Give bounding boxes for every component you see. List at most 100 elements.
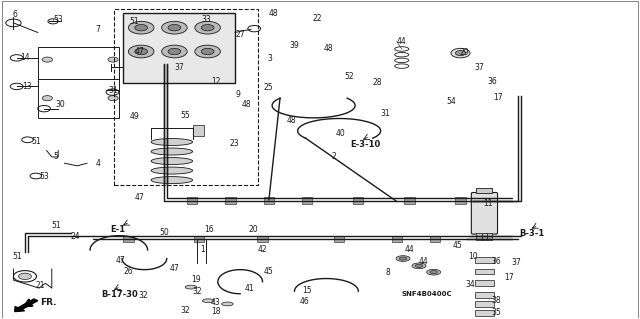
- Text: 17: 17: [493, 93, 503, 102]
- Text: 48: 48: [242, 100, 252, 109]
- Text: 33: 33: [202, 15, 212, 24]
- Text: 14: 14: [20, 53, 29, 62]
- Text: 23: 23: [229, 139, 239, 148]
- Text: 3: 3: [268, 54, 273, 63]
- Text: 15: 15: [302, 286, 312, 295]
- Bar: [264, 197, 274, 204]
- Text: 24: 24: [71, 232, 81, 241]
- Circle shape: [108, 57, 118, 62]
- Circle shape: [456, 50, 466, 56]
- Bar: [456, 197, 466, 204]
- Circle shape: [19, 273, 31, 279]
- Text: 50: 50: [159, 228, 169, 237]
- Ellipse shape: [430, 271, 438, 274]
- Text: 53: 53: [39, 173, 49, 182]
- Text: 13: 13: [22, 82, 32, 91]
- Text: 18: 18: [211, 307, 221, 316]
- Bar: [404, 197, 415, 204]
- Ellipse shape: [399, 257, 407, 260]
- Circle shape: [42, 57, 52, 62]
- Text: 48: 48: [323, 44, 333, 54]
- Bar: [475, 280, 493, 286]
- Ellipse shape: [202, 299, 214, 303]
- Text: 11: 11: [483, 199, 492, 208]
- Text: E-1: E-1: [111, 226, 125, 234]
- Bar: [302, 197, 312, 204]
- Text: SNF4B0400C: SNF4B0400C: [402, 292, 452, 297]
- Text: 32: 32: [180, 306, 191, 315]
- Text: 43: 43: [210, 299, 220, 308]
- Text: 54: 54: [447, 97, 456, 106]
- Bar: [193, 124, 204, 136]
- Bar: [353, 197, 364, 204]
- Text: 2: 2: [332, 152, 336, 161]
- Circle shape: [168, 25, 180, 31]
- Text: 34: 34: [466, 280, 476, 289]
- Ellipse shape: [396, 256, 410, 261]
- Circle shape: [135, 48, 148, 55]
- Bar: [334, 236, 344, 242]
- Bar: [225, 197, 236, 204]
- Text: 21: 21: [36, 281, 45, 290]
- Text: 16: 16: [204, 226, 213, 234]
- Circle shape: [129, 45, 154, 58]
- Text: 37: 37: [174, 63, 184, 72]
- Text: B-17-30: B-17-30: [102, 290, 138, 299]
- Bar: [475, 269, 493, 274]
- Text: 37: 37: [511, 258, 522, 267]
- Text: 46: 46: [300, 297, 309, 306]
- Circle shape: [451, 48, 470, 58]
- Circle shape: [162, 45, 187, 58]
- Text: 37: 37: [474, 63, 484, 72]
- Bar: [475, 257, 493, 263]
- Text: 32: 32: [138, 291, 148, 300]
- Bar: [187, 197, 197, 204]
- FancyBboxPatch shape: [471, 192, 497, 234]
- Bar: [392, 236, 402, 242]
- Ellipse shape: [151, 177, 193, 184]
- FancyBboxPatch shape: [124, 13, 235, 83]
- Ellipse shape: [151, 158, 193, 165]
- Text: 51: 51: [31, 137, 41, 146]
- Text: 25: 25: [264, 83, 273, 92]
- Text: E-3-10: E-3-10: [351, 140, 381, 149]
- FancyArrow shape: [15, 299, 38, 312]
- Ellipse shape: [427, 269, 441, 275]
- Text: 47: 47: [135, 193, 145, 202]
- Text: 10: 10: [468, 252, 478, 261]
- Circle shape: [195, 45, 220, 58]
- Ellipse shape: [185, 285, 196, 289]
- Circle shape: [108, 96, 118, 101]
- Bar: [486, 233, 492, 240]
- Bar: [115, 9, 258, 185]
- Text: 17: 17: [504, 273, 513, 282]
- Text: 47: 47: [116, 256, 125, 265]
- Text: 51: 51: [52, 221, 61, 230]
- Text: 47: 47: [170, 263, 180, 272]
- Text: 19: 19: [191, 275, 200, 284]
- Text: 38: 38: [491, 296, 500, 305]
- Text: B-3-1: B-3-1: [519, 229, 545, 238]
- Bar: [475, 292, 493, 298]
- Ellipse shape: [151, 167, 193, 174]
- Text: 5: 5: [53, 152, 58, 161]
- Circle shape: [195, 21, 220, 34]
- Ellipse shape: [412, 263, 426, 269]
- Text: 39: 39: [289, 41, 299, 50]
- Text: 32: 32: [192, 287, 202, 296]
- Text: 44: 44: [404, 245, 414, 255]
- Text: 28: 28: [372, 78, 382, 87]
- Text: 52: 52: [344, 72, 354, 81]
- Circle shape: [135, 25, 148, 31]
- Circle shape: [162, 21, 187, 34]
- Bar: [481, 233, 486, 240]
- Text: 55: 55: [180, 110, 191, 120]
- Ellipse shape: [415, 264, 423, 267]
- Text: 35: 35: [491, 308, 501, 317]
- Text: 49: 49: [130, 112, 140, 121]
- Text: 7: 7: [95, 25, 100, 34]
- Bar: [124, 236, 134, 242]
- Text: 48: 48: [269, 9, 278, 18]
- Bar: [193, 236, 204, 242]
- Text: 40: 40: [336, 129, 346, 138]
